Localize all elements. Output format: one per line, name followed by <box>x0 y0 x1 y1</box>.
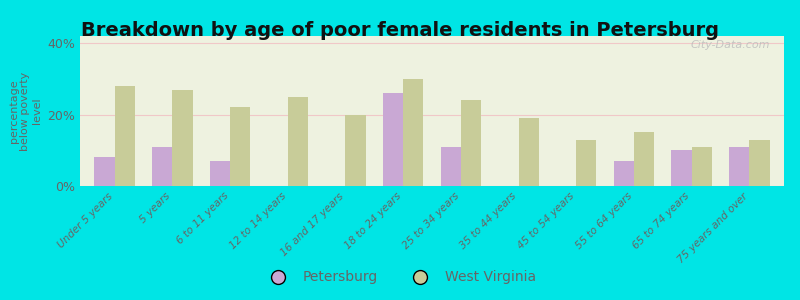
Bar <box>114 86 135 186</box>
Bar <box>152 147 172 186</box>
Bar <box>750 140 770 186</box>
Bar <box>518 118 538 186</box>
Bar <box>576 140 597 186</box>
Bar <box>94 158 114 186</box>
Bar <box>729 147 750 186</box>
Bar <box>403 79 423 186</box>
Y-axis label: percentage
below poverty
level: percentage below poverty level <box>9 71 42 151</box>
Bar <box>210 161 230 186</box>
Bar <box>614 161 634 186</box>
Bar <box>692 147 712 186</box>
Bar <box>288 97 308 186</box>
Bar <box>634 132 654 186</box>
Bar <box>172 90 193 186</box>
Bar <box>346 115 366 186</box>
Bar <box>441 147 461 186</box>
Bar <box>383 93 403 186</box>
Bar <box>461 100 481 186</box>
Bar <box>230 107 250 186</box>
Text: City-Data.com: City-Data.com <box>690 40 770 50</box>
Legend: Petersburg, West Virginia: Petersburg, West Virginia <box>258 265 542 290</box>
Bar <box>671 150 692 186</box>
Text: Breakdown by age of poor female residents in Petersburg: Breakdown by age of poor female resident… <box>81 21 719 40</box>
